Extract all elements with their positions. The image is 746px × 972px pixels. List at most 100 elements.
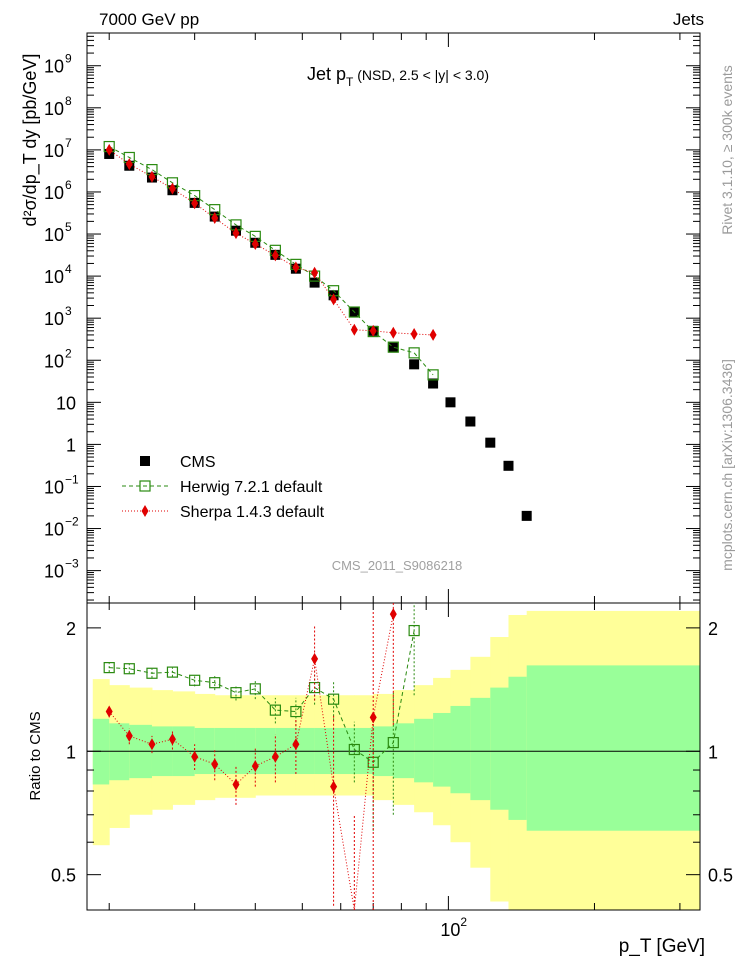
ratio-data-point (148, 738, 156, 751)
ratio-data-point (146, 667, 158, 679)
ratio-data-point (168, 733, 176, 746)
ratio-data-point (387, 736, 399, 749)
band-inner-segment (526, 665, 701, 831)
data-point (348, 306, 360, 318)
x-axis-label: p_T [GeV] (619, 936, 705, 957)
ratio-data-point (125, 729, 133, 742)
y-tick-label-exponent: 7 (65, 136, 72, 150)
data-point (387, 341, 399, 353)
data-point (429, 328, 437, 341)
analysis-watermark: CMS_2011_S9086218 (332, 558, 463, 573)
chart-title-part: Jet p (307, 64, 346, 84)
ratio-data-point (311, 652, 319, 665)
data-point (503, 460, 514, 471)
data-point (211, 212, 219, 225)
ratio-data-point (290, 705, 302, 718)
data-point (445, 397, 456, 408)
data-point (369, 324, 377, 337)
y-tick-label: 10 (44, 225, 64, 245)
data-point (427, 369, 439, 381)
data-point (350, 323, 358, 336)
ratio-data-point (209, 677, 221, 689)
data-point (105, 143, 113, 156)
y-tick-label-exponent: 2 (65, 346, 72, 360)
data-point (485, 437, 496, 448)
data-point (271, 249, 279, 262)
data-point (388, 342, 399, 353)
band-inner-segment (450, 705, 471, 794)
y-tick-label-exponent: 4 (65, 262, 72, 276)
legend-label: Herwig 7.2.1 default (180, 479, 323, 496)
y-tick-label-exponent: 9 (65, 52, 72, 66)
ratio-data-point (230, 687, 242, 699)
chart-labels: 7000 GeV pp Jets Rivet 3.1.10, ≥ 300k ev… (20, 10, 735, 957)
band-inner-segment (414, 718, 434, 783)
ratio-data-point (292, 738, 300, 751)
data-point (191, 197, 199, 210)
y-tick-label: 10 (44, 309, 64, 329)
legend-marker (141, 505, 149, 517)
y-tick-label: 10 (44, 99, 64, 119)
data-point (428, 378, 439, 389)
data-point (330, 293, 338, 306)
legend-label: CMS (180, 454, 216, 471)
ratio-data-point (189, 674, 201, 686)
chart-title-part: (NSD, 2.5 < |y| < 3.0) (353, 67, 489, 83)
y-tick-label: 10 (44, 183, 64, 203)
y-tick-label: 1 (66, 435, 76, 455)
ratio-data-point (166, 666, 179, 678)
y-tick-label: 10 (56, 393, 76, 413)
ratio-data-point (191, 750, 199, 763)
band-inner-segment (393, 723, 415, 779)
y-axis-label: d²σ/dp_T dy [pb/GeV] (20, 54, 41, 227)
ratio-data-point (369, 711, 377, 724)
chart-title: Jet pT (NSD, 2.5 < |y| < 3.0) (307, 64, 489, 89)
data-point (389, 326, 397, 339)
ratio-data-point (232, 778, 240, 791)
data-point (309, 277, 320, 288)
ratio-data-point (348, 743, 360, 756)
ratio-uncertainty-bands (92, 610, 701, 910)
header-right-label: Jets (673, 10, 704, 29)
y-tick-label: 10 (44, 477, 64, 497)
data-point (465, 416, 476, 427)
ratio-y-tick-label: 0.5 (51, 866, 76, 886)
ratio-data-point (271, 750, 279, 763)
ratio-data-point (330, 780, 338, 793)
mcplots-label: mcplots.cern.ch [arXiv:1306.3436] (719, 359, 735, 571)
ratio-y-tick-label: 1 (66, 742, 76, 762)
ratio-data-point (251, 760, 259, 773)
ratio-data-point (249, 683, 261, 695)
data-point (292, 261, 300, 274)
data-point (410, 328, 418, 341)
ratio-y-tick-label-right: 1 (708, 742, 718, 762)
y-tick-label-exponent: 6 (65, 178, 72, 192)
axes-frame (86, 32, 701, 911)
ratio-data-point (211, 758, 219, 771)
ratio-y-tick-label-right: 0.5 (708, 866, 733, 886)
ratio-data-point (389, 608, 397, 621)
ratio-y-tick-label-right: 2 (708, 619, 718, 639)
data-point (521, 510, 532, 521)
band-inner-segment (433, 712, 451, 787)
data-point (409, 359, 420, 370)
y-tick-label: 10 (44, 520, 64, 540)
y-tick-label: 10 (44, 562, 64, 582)
data-point (408, 347, 420, 359)
header-left-label: 7000 GeV pp (99, 10, 199, 29)
y-tick-label-exponent: 5 (65, 220, 72, 234)
series-line (108, 149, 434, 336)
ratio-data-point (269, 704, 281, 716)
y-tick-label-exponent: 8 (65, 94, 72, 108)
data-point (311, 266, 319, 279)
y-tick-label-exponent: 3 (65, 304, 72, 318)
chart-title-part: T (346, 75, 354, 89)
y-tick-label: 10 (44, 57, 64, 77)
ratio-data-point (105, 705, 113, 718)
ratio-data-point (103, 662, 115, 674)
data-point (251, 237, 259, 250)
ratio-data-point (123, 663, 135, 675)
chart-marks (103, 140, 532, 911)
data-point (168, 182, 176, 195)
